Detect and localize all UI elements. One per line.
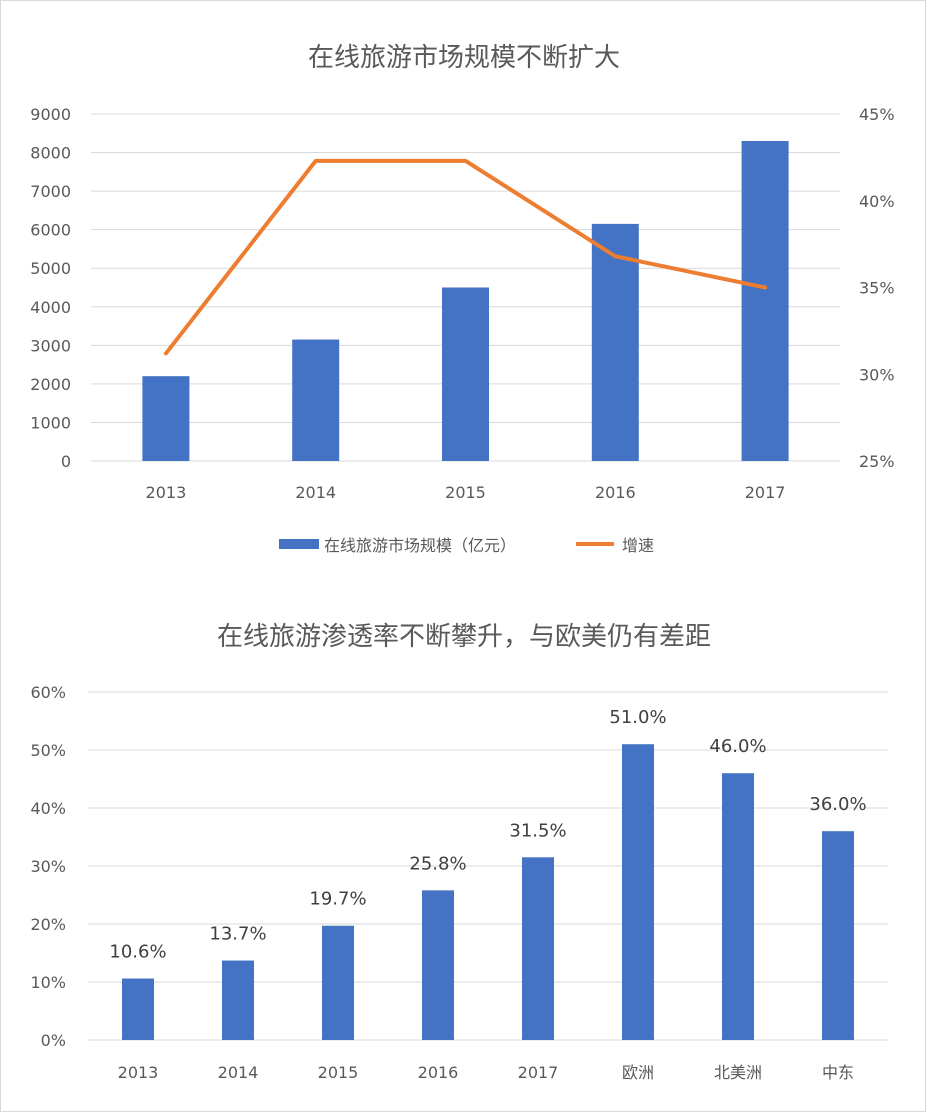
chart2-plot: 0% 10% 20% 30% 40% 50% 60% 10.6% 2013 13.7% 2014 19… — [30, 683, 888, 1082]
y2-tick-label: 35% — [859, 279, 895, 298]
bar — [422, 890, 454, 1040]
y-tick-label: 6000 — [30, 221, 71, 240]
y2-tick-label: 45% — [859, 105, 895, 124]
y-tick-label: 20% — [30, 915, 66, 934]
y-tick-label: 8000 — [30, 144, 71, 163]
bar — [741, 140, 789, 461]
bar — [222, 960, 254, 1040]
x-tick-label: 2013 — [118, 1063, 159, 1082]
data-label: 46.0% — [709, 736, 766, 757]
data-label: 19.7% — [309, 889, 366, 910]
bar — [822, 831, 854, 1040]
data-label: 13.7% — [209, 924, 266, 945]
y2-tick-label: 40% — [859, 192, 895, 211]
data-label: 25.8% — [409, 853, 466, 874]
y-tick-label: 5000 — [30, 259, 71, 278]
legend-line-label: 增速 — [622, 536, 654, 555]
bar — [142, 376, 190, 461]
x-tick-label: 2015 — [445, 483, 486, 502]
x-tick-label: 2014 — [295, 483, 336, 502]
y-tick-label: 50% — [30, 741, 66, 760]
y-tick-label: 9000 — [30, 105, 71, 124]
y-tick-label: 60% — [30, 683, 66, 702]
y-tick-label: 4000 — [30, 298, 71, 317]
data-label: 10.6% — [109, 942, 166, 963]
x-tick-label: 2015 — [318, 1063, 359, 1082]
bar — [622, 744, 654, 1040]
bar — [442, 287, 489, 461]
chart1-legend: 在线旅游市场规模（亿元） 增速 — [279, 536, 654, 555]
y2-tick-label: 30% — [859, 365, 895, 384]
x-tick-label: 2014 — [218, 1063, 259, 1082]
y-tick-label: 40% — [30, 799, 66, 818]
data-label: 36.0% — [809, 794, 866, 815]
y2-tick-label: 25% — [859, 452, 895, 471]
bar — [322, 925, 354, 1040]
y-tick-label: 0% — [41, 1031, 66, 1050]
growth-line — [163, 158, 768, 356]
legend-bar-label: 在线旅游市场规模（亿元） — [324, 536, 516, 555]
x-tick-label: 2013 — [146, 483, 187, 502]
data-label: 31.5% — [509, 820, 566, 841]
chart1-title: 在线旅游市场规模不断扩大 — [308, 43, 620, 73]
x-tick-label: 2017 — [745, 483, 786, 502]
x-tick-label: 欧洲 — [622, 1063, 654, 1082]
bar — [522, 857, 554, 1040]
x-tick-label: 2017 — [518, 1063, 559, 1082]
y-tick-label: 7000 — [30, 182, 71, 201]
y-tick-label: 30% — [30, 857, 66, 876]
x-tick-label: 2016 — [595, 483, 636, 502]
y-tick-label: 0 — [61, 452, 71, 471]
x-tick-label: 中东 — [822, 1063, 854, 1082]
chart2-title: 在线旅游渗透率不断攀升，与欧美仍有差距 — [217, 622, 711, 652]
bar — [722, 773, 754, 1040]
y-tick-label: 2000 — [30, 375, 71, 394]
bar — [591, 223, 639, 461]
y-tick-label: 1000 — [30, 413, 71, 432]
legend-bar-swatch — [279, 539, 319, 549]
data-label: 51.0% — [609, 707, 666, 728]
y-tick-label: 3000 — [30, 336, 71, 355]
y-tick-label: 10% — [30, 973, 66, 992]
chart1-plot: 0 1000 2000 3000 4000 5000 6000 7000 8000 9000 25%… — [30, 105, 894, 502]
x-tick-label: 北美洲 — [714, 1063, 762, 1082]
bar — [122, 978, 154, 1040]
x-tick-label: 2016 — [418, 1063, 459, 1082]
bar — [292, 339, 340, 461]
